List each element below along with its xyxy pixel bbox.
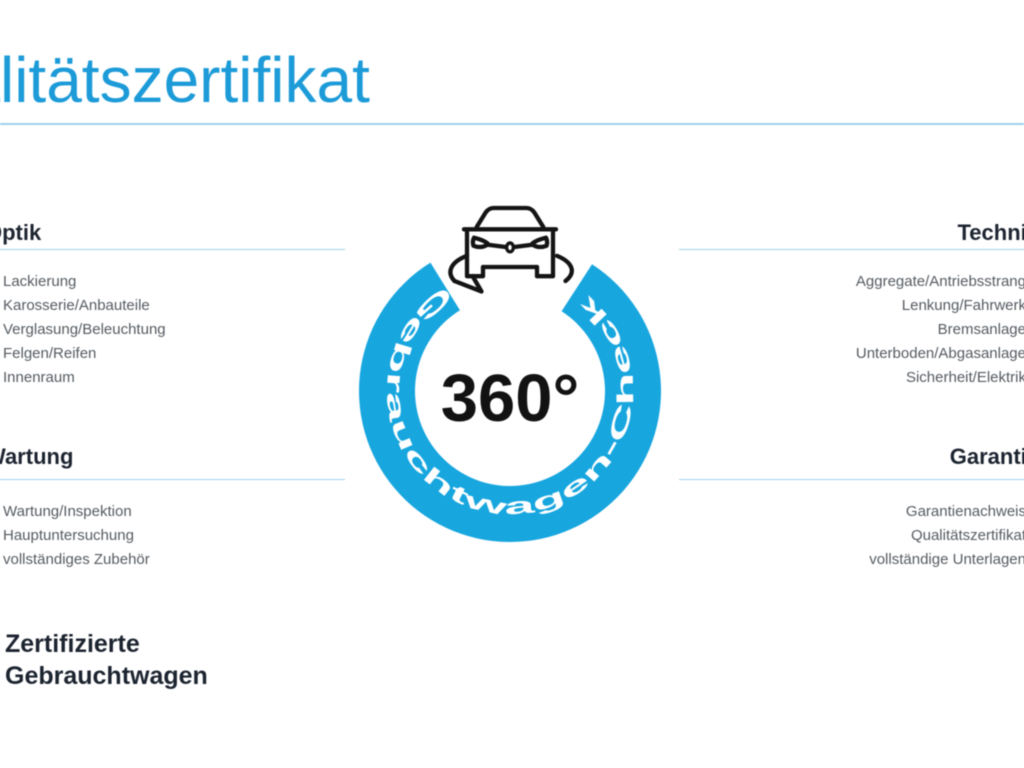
svg-text:360°: 360° xyxy=(441,361,580,436)
